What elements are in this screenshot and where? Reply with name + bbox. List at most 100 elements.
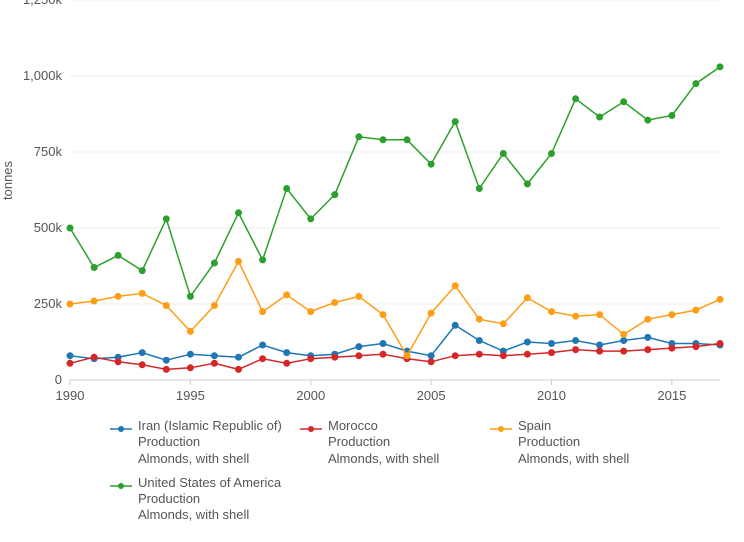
series-point-usa — [524, 181, 530, 187]
legend-label: Spain Production Almonds, with shell — [518, 418, 629, 467]
series-point-spain — [717, 296, 723, 302]
legend-swatch-icon — [300, 424, 322, 434]
series-point-usa — [211, 260, 217, 266]
series-point-usa — [163, 216, 169, 222]
series-point-morocco — [573, 347, 579, 353]
series-point-spain — [187, 328, 193, 334]
series-point-spain — [500, 321, 506, 327]
series-point-morocco — [308, 356, 314, 362]
legend-swatch-icon — [490, 424, 512, 434]
series-point-morocco — [669, 345, 675, 351]
series-point-morocco — [380, 351, 386, 357]
series-point-usa — [139, 268, 145, 274]
series-point-usa — [332, 192, 338, 198]
series-point-iran — [549, 341, 555, 347]
series-point-morocco — [476, 351, 482, 357]
series-point-morocco — [549, 350, 555, 356]
series-point-spain — [549, 309, 555, 315]
series-point-usa — [597, 114, 603, 120]
series-point-morocco — [452, 353, 458, 359]
series-point-spain — [139, 290, 145, 296]
series-point-morocco — [356, 353, 362, 359]
x-tick-label: 1995 — [176, 388, 205, 403]
series-point-iran — [452, 322, 458, 328]
series-point-morocco — [211, 360, 217, 366]
series-point-usa — [452, 119, 458, 125]
series-point-iran — [380, 341, 386, 347]
series-point-morocco — [428, 359, 434, 365]
series-point-spain — [332, 300, 338, 306]
legend-label: Iran (Islamic Republic of) Production Al… — [138, 418, 282, 467]
series-point-spain — [669, 312, 675, 318]
y-axis-title: tonnes — [0, 161, 15, 200]
legend-swatch-icon — [110, 481, 132, 491]
series-point-spain — [308, 309, 314, 315]
x-tick-label: 2010 — [537, 388, 566, 403]
series-point-spain — [476, 316, 482, 322]
series-point-iran — [621, 338, 627, 344]
series-point-usa — [380, 137, 386, 143]
chart-container: 0250k500k750k1,000k1,250k199019952000200… — [0, 0, 744, 542]
series-point-iran — [428, 353, 434, 359]
series-point-iran — [284, 350, 290, 356]
series-point-morocco — [139, 362, 145, 368]
series-point-usa — [284, 186, 290, 192]
series-point-usa — [717, 64, 723, 70]
series-point-morocco — [91, 354, 97, 360]
series-point-iran — [476, 338, 482, 344]
y-tick-label: 1,000k — [23, 68, 63, 83]
series-point-morocco — [236, 366, 242, 372]
series-point-iran — [139, 350, 145, 356]
series-point-morocco — [332, 354, 338, 360]
legend-item-spain[interactable]: Spain Production Almonds, with shell — [490, 418, 680, 467]
series-point-usa — [356, 134, 362, 140]
series-point-usa — [476, 186, 482, 192]
series-point-usa — [549, 151, 555, 157]
legend-item-iran[interactable]: Iran (Islamic Republic of) Production Al… — [110, 418, 300, 467]
series-point-iran — [573, 338, 579, 344]
series-point-spain — [621, 331, 627, 337]
x-tick-label: 2005 — [417, 388, 446, 403]
series-point-spain — [524, 295, 530, 301]
legend-item-usa[interactable]: United States of America Production Almo… — [110, 475, 300, 524]
series-point-iran — [163, 357, 169, 363]
series-point-iran — [260, 342, 266, 348]
legend-item-morocco[interactable]: Morocco Production Almonds, with shell — [300, 418, 490, 467]
legend-label: United States of America Production Almo… — [138, 475, 281, 524]
series-point-spain — [452, 283, 458, 289]
series-point-morocco — [500, 353, 506, 359]
x-tick-label: 2015 — [657, 388, 686, 403]
series-point-spain — [115, 293, 121, 299]
x-tick-label: 2000 — [296, 388, 325, 403]
series-point-spain — [356, 293, 362, 299]
series-point-iran — [597, 342, 603, 348]
series-point-spain — [693, 307, 699, 313]
y-tick-label: 250k — [34, 296, 63, 311]
series-point-iran — [236, 354, 242, 360]
series-point-morocco — [187, 365, 193, 371]
series-point-morocco — [717, 341, 723, 347]
legend-swatch-icon — [110, 424, 132, 434]
series-point-iran — [645, 334, 651, 340]
series-point-morocco — [524, 351, 530, 357]
series-point-usa — [115, 252, 121, 258]
series-point-spain — [284, 292, 290, 298]
series-point-usa — [260, 257, 266, 263]
series-point-spain — [211, 303, 217, 309]
series-point-usa — [428, 161, 434, 167]
series-point-morocco — [115, 359, 121, 365]
series-point-usa — [573, 96, 579, 102]
series-point-morocco — [284, 360, 290, 366]
line-chart: 0250k500k750k1,000k1,250k199019952000200… — [0, 0, 744, 410]
series-point-spain — [380, 312, 386, 318]
series-point-usa — [91, 265, 97, 271]
series-point-morocco — [621, 348, 627, 354]
series-point-usa — [67, 225, 73, 231]
series-point-usa — [404, 137, 410, 143]
series-point-usa — [187, 293, 193, 299]
series-point-spain — [163, 303, 169, 309]
series-point-spain — [236, 258, 242, 264]
series-point-spain — [428, 310, 434, 316]
series-point-iran — [187, 351, 193, 357]
series-point-morocco — [163, 366, 169, 372]
